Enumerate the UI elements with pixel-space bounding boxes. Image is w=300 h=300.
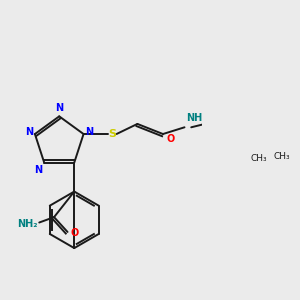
Text: N: N (55, 103, 63, 113)
Text: N: N (25, 127, 33, 137)
Text: O: O (71, 228, 79, 238)
Text: NH: NH (186, 113, 202, 123)
Text: S: S (108, 129, 116, 139)
Text: CH₃: CH₃ (274, 152, 290, 161)
Text: N: N (85, 127, 94, 137)
Text: NH₂: NH₂ (17, 219, 37, 229)
Text: O: O (166, 134, 175, 144)
Text: N: N (34, 165, 42, 175)
Text: CH₃: CH₃ (250, 154, 267, 164)
